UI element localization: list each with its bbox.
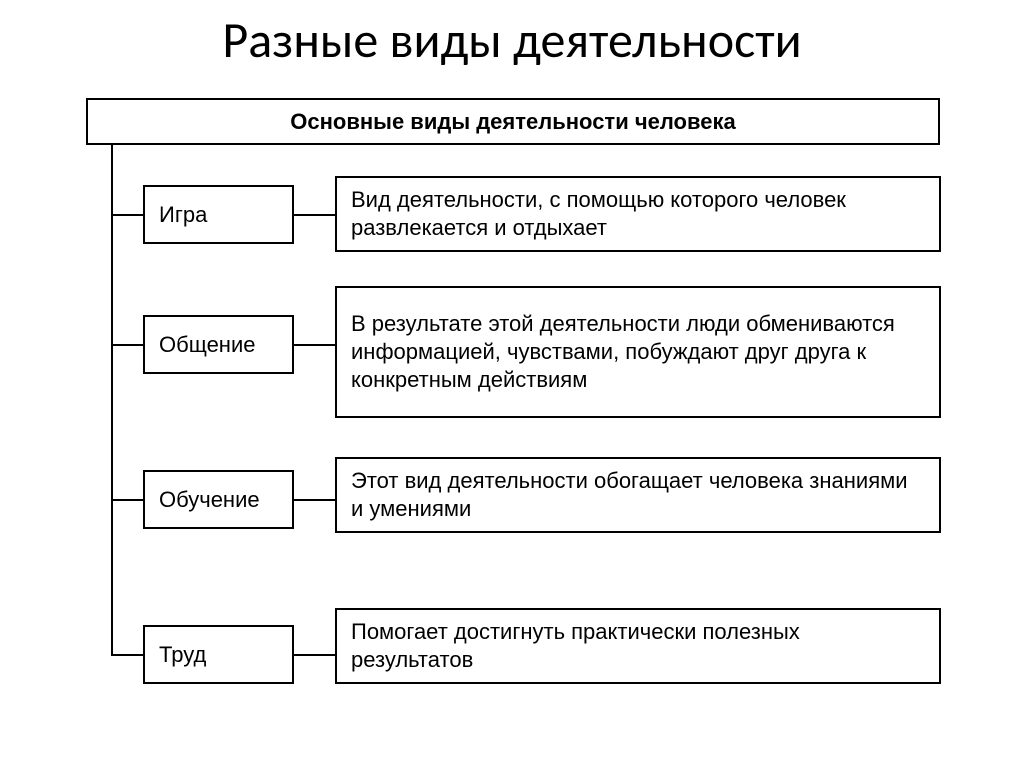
connector-line <box>111 654 143 656</box>
type-box: Игра <box>143 185 294 244</box>
type-box: Общение <box>143 315 294 374</box>
type-box: Труд <box>143 625 294 684</box>
connector-line <box>111 214 143 216</box>
description-box: Этот вид деятельности обогащает чело­век… <box>335 457 941 533</box>
type-label: Общение <box>159 332 255 358</box>
description-text: Вид деятельности, с помощью которого чел… <box>351 186 925 242</box>
type-label: Труд <box>159 642 206 668</box>
description-box: В результате этой деятельности люди обме… <box>335 286 941 418</box>
diagram-header-text: Основные виды деятельности человека <box>290 109 735 135</box>
type-box: Обучение <box>143 470 294 529</box>
connector-line <box>294 499 335 501</box>
slide: Разные виды деятельности Основные виды д… <box>0 0 1024 767</box>
diagram-spine-line <box>111 145 113 656</box>
description-text: В результате этой деятельности люди обме… <box>351 310 925 394</box>
description-text: Помогает достигнуть практически по­лезны… <box>351 618 925 674</box>
connector-line <box>294 214 335 216</box>
description-box: Вид деятельности, с помощью которого чел… <box>335 176 941 252</box>
connector-line <box>111 499 143 501</box>
description-text: Этот вид деятельности обогащает чело­век… <box>351 467 925 523</box>
type-label: Обучение <box>159 487 260 513</box>
connector-line <box>111 344 143 346</box>
diagram-header-box: Основные виды деятельности человека <box>86 98 940 145</box>
connector-line <box>294 344 335 346</box>
slide-title: Разные виды деятельности <box>0 10 1024 71</box>
connector-line <box>294 654 335 656</box>
description-box: Помогает достигнуть практически по­лезны… <box>335 608 941 684</box>
type-label: Игра <box>159 202 207 228</box>
